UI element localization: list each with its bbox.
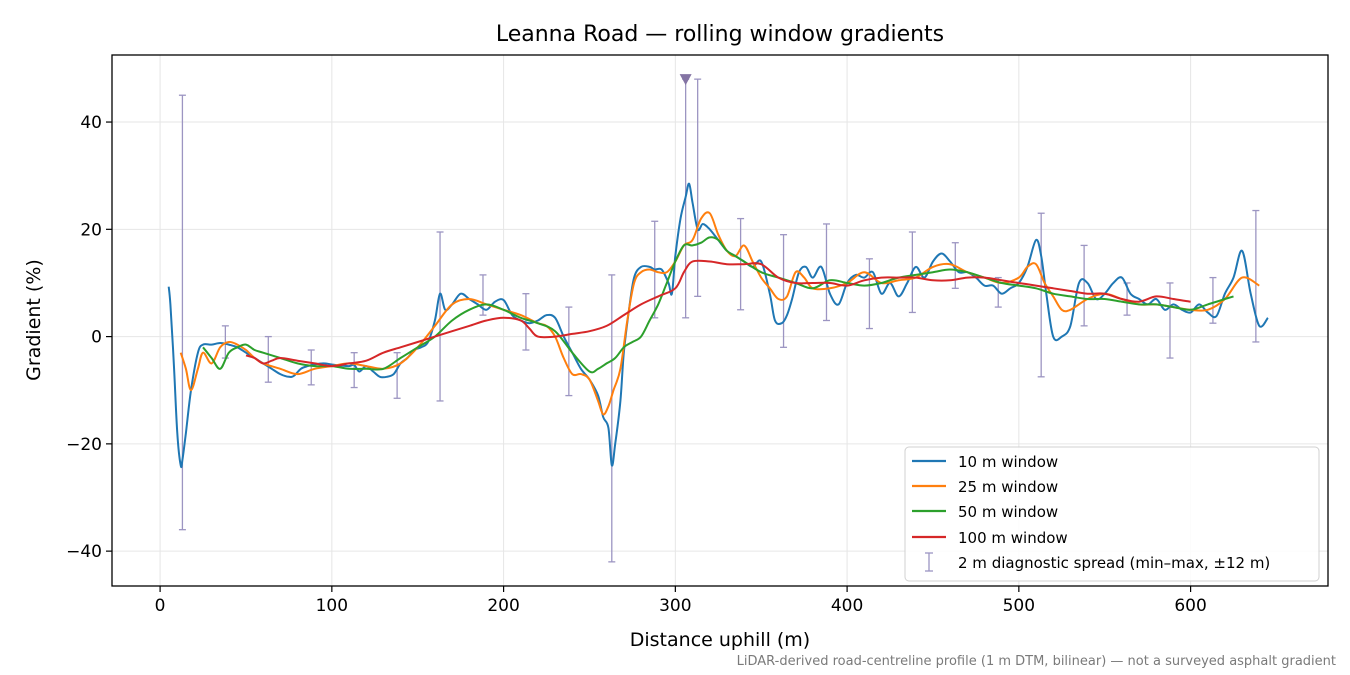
- errorbar: [1037, 212, 1045, 378]
- legend-label-10m: 10 m window: [958, 453, 1058, 471]
- x-tick-label: 0: [155, 596, 166, 616]
- errorbar: [1166, 282, 1174, 359]
- y-tick-label: 40: [80, 113, 102, 133]
- legend-label-errorbar: 2 m diagnostic spread (min–max, ±12 m): [958, 554, 1270, 572]
- errorbar: [565, 306, 573, 397]
- grid-lines: [112, 55, 1328, 586]
- series-line-0: [167, 182, 1269, 469]
- errorbar: [1252, 209, 1260, 343]
- errorbar: [780, 234, 788, 348]
- y-tick-label: 0: [91, 328, 102, 348]
- series-line-3: [245, 259, 1191, 368]
- errorbar: [436, 231, 444, 402]
- y-axis-label: Gradient (%): [23, 259, 45, 381]
- chart-title: Leanna Road — rolling window gradients: [496, 22, 944, 47]
- errorbar: [307, 349, 315, 386]
- x-axis-label: Distance uphill (m): [630, 629, 810, 651]
- legend-label-50m: 50 m window: [958, 503, 1058, 521]
- x-tick-label: 500: [1003, 596, 1035, 616]
- y-tick-label: 20: [80, 220, 102, 240]
- x-tick-label: 200: [487, 596, 519, 616]
- legend-label-100m: 100 m window: [958, 529, 1068, 547]
- legend-swatch-errorbar: [925, 552, 933, 572]
- plot-frame: [111, 54, 1329, 587]
- plot-area: [167, 74, 1269, 563]
- legend-box: [904, 446, 1320, 582]
- x-tick-label: 600: [1174, 596, 1206, 616]
- y-tick-label: −40: [66, 542, 102, 562]
- errorbar: [1080, 244, 1088, 327]
- x-axis: 0 100 200 300 400 500 600: [155, 586, 1207, 616]
- x-tick-label: 400: [831, 596, 863, 616]
- series-line-2: [202, 236, 1234, 374]
- x-tick-label: 300: [659, 596, 691, 616]
- legend: 10 m window 25 m window 50 m window 100 …: [904, 446, 1320, 582]
- errorbar: [608, 274, 616, 563]
- y-axis: −40 −20 0 20 40: [66, 113, 112, 562]
- legend-label-25m: 25 m window: [958, 478, 1058, 496]
- errorbar: [1209, 276, 1217, 324]
- errorbar: [822, 223, 830, 322]
- clipped-peak-marker: [679, 74, 692, 86]
- errorbar-series: [178, 78, 1260, 563]
- footnote: LiDAR-derived road-centreline profile (1…: [737, 654, 1336, 669]
- x-tick-label: 100: [316, 596, 348, 616]
- errorbar: [264, 335, 272, 383]
- errorbar: [350, 352, 358, 389]
- y-tick-label: −20: [66, 435, 102, 455]
- errorbar: [865, 258, 873, 330]
- errorbar: [694, 78, 702, 298]
